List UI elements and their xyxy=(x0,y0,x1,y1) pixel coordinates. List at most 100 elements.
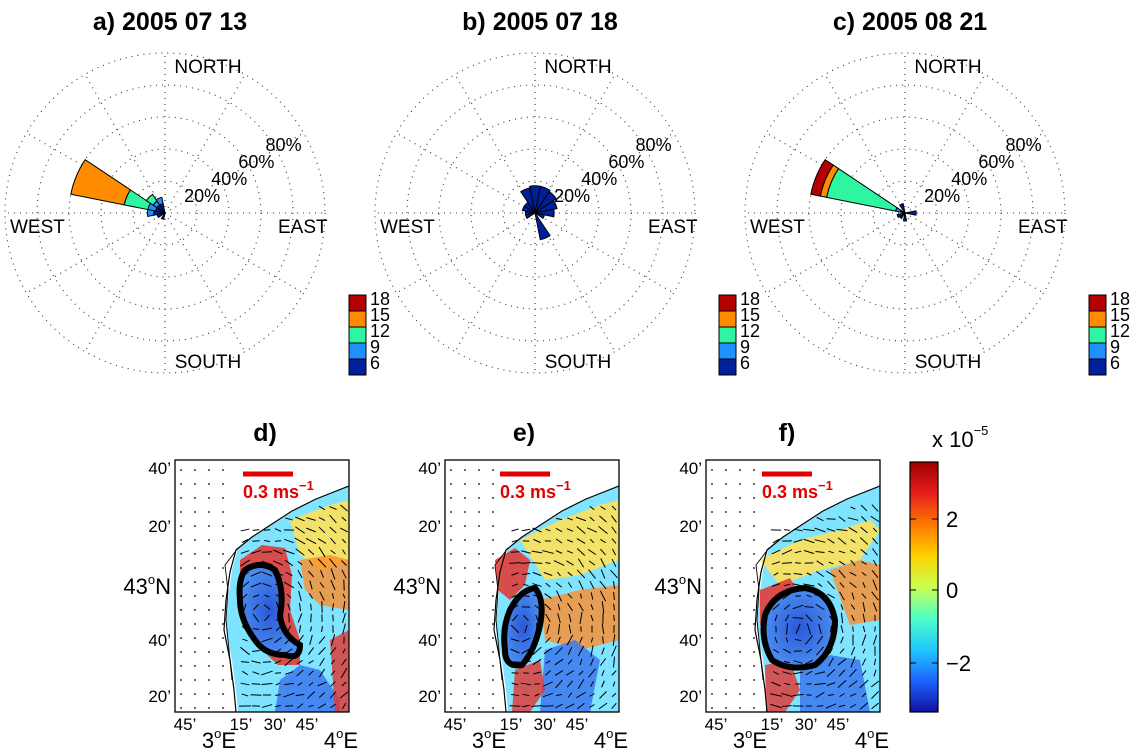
current-vector xyxy=(306,691,316,699)
land-dot xyxy=(492,581,494,583)
current-vector xyxy=(872,559,878,567)
current-vector xyxy=(318,636,326,644)
land-dot xyxy=(478,707,480,709)
current-vector xyxy=(576,548,586,556)
current-vector xyxy=(284,671,294,675)
current-vector xyxy=(610,569,618,579)
land-dot xyxy=(464,567,466,569)
land-dot xyxy=(450,511,452,513)
land-dot xyxy=(725,609,727,611)
land-dot xyxy=(725,581,727,583)
current-vector xyxy=(793,528,803,532)
land-dot xyxy=(725,469,727,471)
current-vector xyxy=(612,656,616,668)
current-vector xyxy=(861,516,867,522)
land-dot xyxy=(450,665,452,667)
current-vector xyxy=(285,648,293,654)
land-dot xyxy=(753,595,755,597)
current-vector xyxy=(613,603,615,611)
current-vector xyxy=(837,537,847,545)
y-tick-label: 20’ xyxy=(679,517,702,536)
current-vector xyxy=(532,527,542,533)
land-dot xyxy=(711,679,713,681)
land-dot xyxy=(180,483,182,485)
current-vector xyxy=(847,517,859,521)
north-label: NORTH xyxy=(174,57,241,78)
legend-label: 12 xyxy=(740,321,760,341)
current-vector xyxy=(611,515,617,523)
x-tick-label: 15’ xyxy=(230,715,253,734)
current-vector xyxy=(275,704,281,708)
land-dot xyxy=(725,637,727,639)
current-vector xyxy=(872,635,878,645)
current-vector xyxy=(522,595,530,597)
current-vector xyxy=(331,603,335,611)
legend-label: 15 xyxy=(1110,305,1130,325)
current-vector xyxy=(341,681,347,687)
current-vector xyxy=(250,549,262,555)
current-vector xyxy=(521,550,531,554)
current-vector xyxy=(342,593,346,599)
current-vector xyxy=(284,635,294,645)
radial-grid-circle xyxy=(406,84,664,342)
land-dot xyxy=(492,553,494,555)
current-vector xyxy=(772,592,780,600)
current-vector xyxy=(521,528,531,532)
current-vector xyxy=(816,516,824,522)
current-vector xyxy=(772,648,780,654)
west-label: WEST xyxy=(750,217,805,238)
current-vector xyxy=(330,568,336,580)
land-dot xyxy=(450,483,452,485)
current-vector xyxy=(542,550,554,554)
land-dot xyxy=(492,637,494,639)
current-vector xyxy=(318,647,326,655)
wind-rose-a: a) 2005 07 13 NORTH SOUTH WEST EAST 20%4… xyxy=(4,8,390,376)
land-dot xyxy=(450,707,452,709)
current-vector xyxy=(319,591,325,601)
land-dot xyxy=(711,707,713,709)
current-vector xyxy=(295,693,305,697)
current-vector xyxy=(803,538,815,544)
current-vector xyxy=(774,636,778,644)
current-vector xyxy=(611,526,617,534)
legend-label: 12 xyxy=(370,321,390,341)
current-vector xyxy=(794,550,802,554)
land-dot xyxy=(739,665,741,667)
current-vector xyxy=(783,604,791,610)
land-dot xyxy=(739,693,741,695)
land-dot xyxy=(194,595,196,597)
current-vector xyxy=(601,669,605,677)
current-vector xyxy=(297,581,303,589)
rose-sector-segment xyxy=(534,199,558,214)
land-dot xyxy=(450,553,452,555)
current-vector xyxy=(577,679,585,689)
current-vector xyxy=(532,658,542,666)
current-vector xyxy=(862,602,866,612)
current-vector xyxy=(590,592,594,600)
colorbar-tick-label: 0 xyxy=(946,578,958,603)
map-title: d) xyxy=(253,419,277,447)
current-vector xyxy=(555,527,563,533)
current-vector xyxy=(308,681,314,687)
legend-swatch xyxy=(348,358,367,376)
x-tick-label: 45’ xyxy=(705,715,728,734)
current-vector xyxy=(242,593,248,599)
current-vector xyxy=(283,581,295,589)
radial-tick-label: 20% xyxy=(924,186,960,206)
y-tick-label: 20’ xyxy=(148,517,171,536)
current-vector xyxy=(264,539,270,543)
land-dot xyxy=(478,693,480,695)
current-vector xyxy=(294,537,306,545)
current-vector xyxy=(590,681,594,687)
north-label: NORTH xyxy=(914,57,981,78)
land-dot xyxy=(725,595,727,597)
current-vector xyxy=(240,646,250,656)
current-vector xyxy=(261,627,273,631)
current-vector xyxy=(567,602,573,612)
current-vector xyxy=(318,526,326,534)
current-vector xyxy=(861,634,867,646)
wind-rose-c: c) 2005 08 21 NORTH SOUTH WEST EAST 20%4… xyxy=(744,8,1130,376)
current-vector xyxy=(771,681,781,687)
